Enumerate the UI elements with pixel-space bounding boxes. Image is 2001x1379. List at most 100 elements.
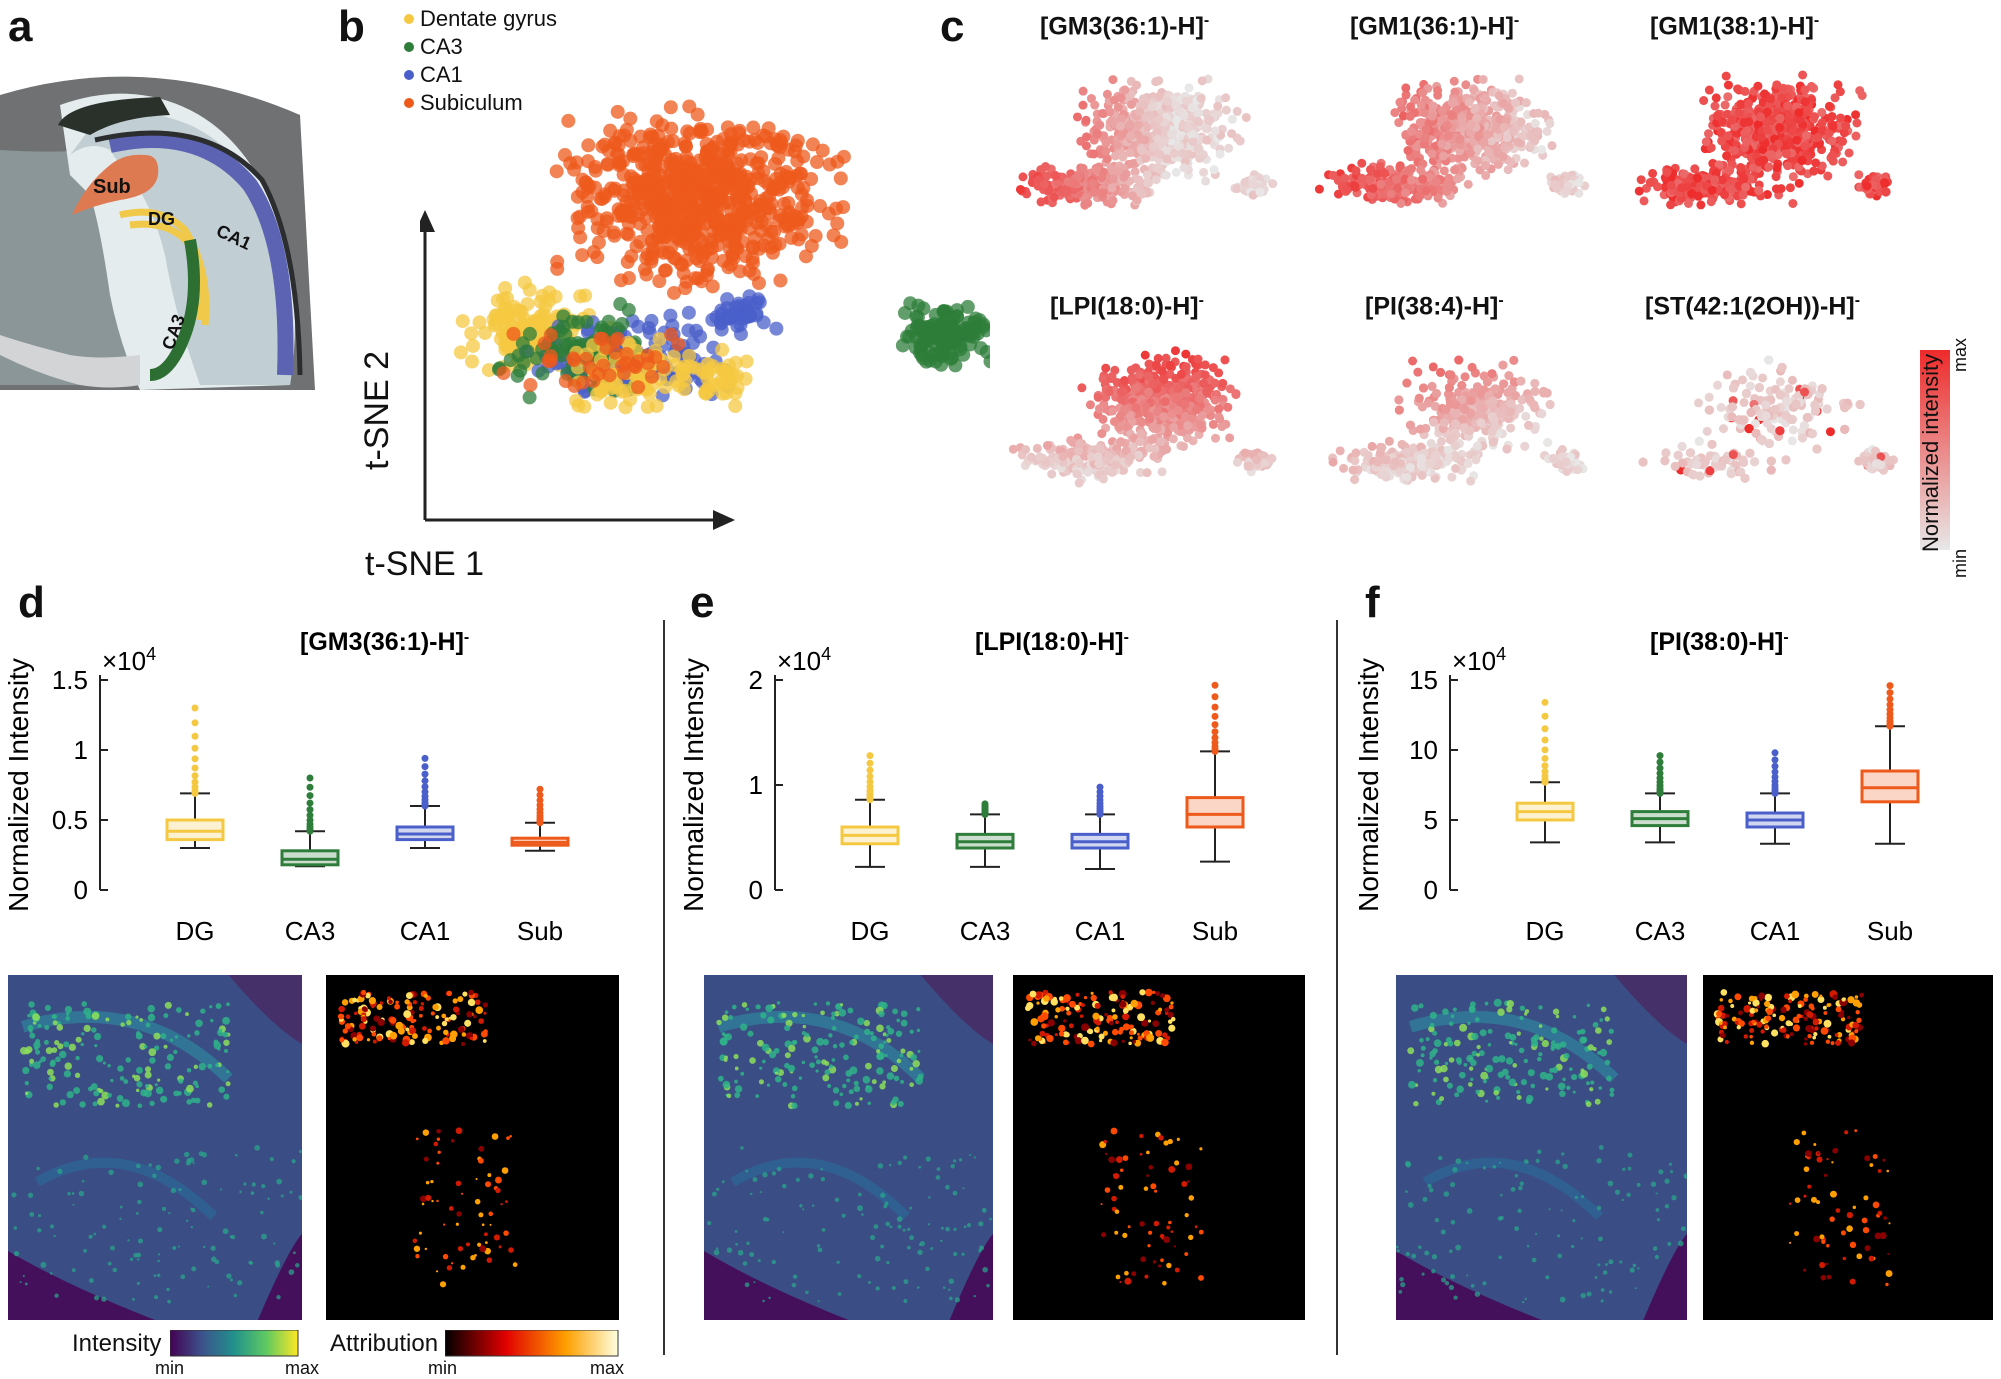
tsne-point xyxy=(596,358,611,373)
ion-map-point xyxy=(1800,97,1810,107)
ion-map-point xyxy=(1764,162,1774,172)
ion-map-point xyxy=(1683,198,1693,208)
tsne-point xyxy=(913,346,928,361)
legend-item-subiculum: Subiculum xyxy=(404,90,523,116)
ion-map-point xyxy=(1051,171,1061,181)
tsne-point xyxy=(764,240,779,255)
ion-map-point xyxy=(1771,172,1781,182)
ion-map-point xyxy=(1550,179,1560,189)
ion-map-point xyxy=(1196,93,1206,103)
ion-map-point xyxy=(1120,184,1130,194)
ion-map-point xyxy=(1809,112,1819,122)
ion-map-point xyxy=(1036,197,1046,207)
ion-map-point xyxy=(1217,422,1227,432)
ion-map-point xyxy=(1032,443,1042,453)
ion-map-point xyxy=(1679,169,1689,179)
ion-map-point xyxy=(1041,458,1051,468)
tsne-point xyxy=(516,311,531,326)
ion-map-point xyxy=(1492,122,1502,132)
ion-map-point xyxy=(1171,100,1181,110)
ion-map-point xyxy=(1416,100,1426,110)
ion-map-point xyxy=(1714,160,1724,170)
ion-map-point xyxy=(1018,172,1028,182)
ion-map-point xyxy=(1126,365,1136,375)
tsne-point xyxy=(696,208,711,223)
ion-map-point xyxy=(1126,131,1136,141)
tsne-point xyxy=(976,317,990,332)
ion-map-point xyxy=(1386,189,1396,199)
ion-map-point xyxy=(1194,117,1204,127)
ion-map-point xyxy=(1152,127,1162,137)
ion-map-point xyxy=(1427,111,1437,121)
panel-label-a: a xyxy=(8,2,33,51)
ion-map-point xyxy=(1574,178,1584,188)
ion-map-point xyxy=(1113,102,1123,112)
ion-map-point xyxy=(1351,166,1361,176)
ion-map-point xyxy=(1110,151,1120,161)
ion-map-point xyxy=(1794,178,1804,188)
ion-map-point xyxy=(1118,152,1128,162)
ion-map-point xyxy=(1723,92,1733,102)
ion-map-point xyxy=(1194,393,1204,403)
ion-map-point xyxy=(1824,101,1834,111)
ion-map-point xyxy=(1153,407,1163,417)
ion-map-point xyxy=(1126,375,1136,385)
ion-map-point xyxy=(1666,180,1676,190)
ion-map-point xyxy=(1394,395,1404,405)
ion-map-point xyxy=(1368,183,1378,193)
ion-map-point xyxy=(1800,85,1810,95)
ion-map-point xyxy=(1788,198,1798,208)
tsne-point xyxy=(657,263,672,278)
legend-item-ca1: CA1 xyxy=(404,62,463,88)
ion-map-point xyxy=(1506,423,1516,433)
ion-map-point xyxy=(1693,191,1703,201)
ion-map-point xyxy=(1521,411,1531,421)
ion-map-point xyxy=(1421,186,1431,196)
ion-map-point xyxy=(1427,149,1437,159)
ion-map-point xyxy=(1880,178,1890,188)
ion-map-point xyxy=(1101,146,1111,156)
ion-map-point xyxy=(1472,113,1482,123)
tsne-point xyxy=(682,348,697,363)
tsne-point xyxy=(571,220,586,235)
tsne-point xyxy=(644,369,659,384)
ion-map-point xyxy=(1461,80,1471,90)
ion-map-point xyxy=(1736,199,1746,209)
tsne-point xyxy=(903,296,918,311)
ion-map-point xyxy=(1152,163,1162,173)
tsne-point xyxy=(533,294,548,309)
ion-map-point xyxy=(1144,387,1154,397)
ion-map-point xyxy=(1410,95,1420,105)
ion-map-point xyxy=(1260,458,1270,468)
ion-map-point xyxy=(1748,163,1758,173)
ion-map-point xyxy=(1070,179,1080,189)
ion-map-point xyxy=(1093,392,1103,402)
ion-map-point xyxy=(1091,165,1101,175)
ion-map-point xyxy=(1148,379,1158,389)
tsne-point xyxy=(652,332,667,347)
ion-map-point xyxy=(1357,173,1367,183)
tsne-point xyxy=(523,377,538,392)
ion-map-point xyxy=(1077,383,1087,393)
ion-map-point xyxy=(1194,108,1204,118)
tsne-point xyxy=(752,241,767,256)
ion-map-point xyxy=(1666,200,1676,210)
ion-map-point xyxy=(1151,360,1161,370)
tsne-point xyxy=(836,149,851,164)
ion-map-point xyxy=(1182,433,1192,443)
ion-map-point xyxy=(1881,187,1891,197)
tsne-point xyxy=(653,243,668,258)
ion-map-point xyxy=(1136,429,1146,439)
ion-map-point xyxy=(1707,185,1717,195)
ion-map-point xyxy=(1146,110,1156,120)
ion-map-point xyxy=(1202,387,1212,397)
ion-map-point xyxy=(1795,114,1805,124)
ion-map-point xyxy=(1396,198,1406,208)
tsne-point xyxy=(836,200,851,215)
ion-map-point xyxy=(1197,411,1207,421)
ion-map-point xyxy=(1745,174,1755,184)
tsne-point xyxy=(746,120,761,135)
ion-map-point xyxy=(1162,444,1172,454)
ion-map-point xyxy=(1151,175,1161,185)
ion-map-point xyxy=(1431,176,1441,186)
